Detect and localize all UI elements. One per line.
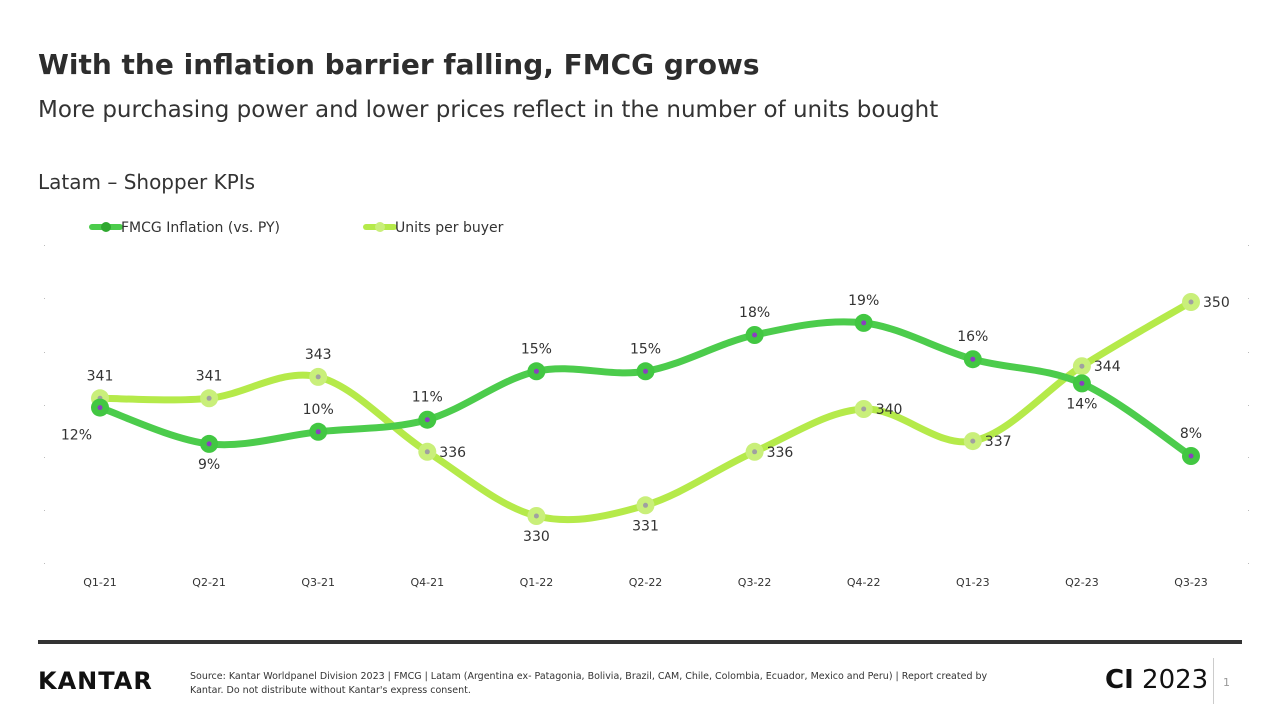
data-point-center — [533, 368, 539, 374]
footer-separator — [1213, 658, 1214, 704]
data-label: 343 — [305, 347, 332, 363]
x-tick-label: Q2-22 — [629, 576, 663, 589]
data-label: 18% — [739, 305, 770, 321]
kantar-logo: KANTAR — [38, 667, 153, 695]
x-tick-label: Q1-23 — [956, 576, 990, 589]
data-label: 15% — [630, 341, 661, 357]
source-note: Source: Kantar Worldpanel Division 2023 … — [190, 671, 988, 696]
left-axis-tick — [44, 298, 45, 299]
data-point-center — [861, 406, 867, 412]
data-point-center — [424, 417, 430, 423]
data-point-center — [1079, 380, 1085, 386]
page-subtitle: More purchasing power and lower prices r… — [38, 97, 939, 123]
data-point-center — [206, 441, 212, 447]
data-point-center — [206, 395, 212, 401]
line-chart: Q1-21 Q2-21 Q3-21 Q4-21 Q1-22 Q2-22 Q3-22 Q4-22… — [44, 220, 1249, 589]
page-title: With the inflation barrier falling, FMCG… — [38, 48, 760, 81]
data-label: 336 — [767, 445, 794, 461]
data-label: 10% — [303, 402, 334, 418]
data-label: 340 — [876, 402, 903, 418]
data-label: 9% — [198, 457, 220, 473]
right-axis-tick — [1248, 245, 1249, 246]
data-label: 331 — [632, 518, 659, 534]
right-axis-tick — [1248, 352, 1249, 353]
legend-marker — [375, 222, 385, 232]
legend-label: Units per buyer — [395, 220, 504, 236]
x-tick-label: Q4-22 — [847, 576, 881, 589]
data-label: 344 — [1094, 359, 1121, 375]
left-axis-tick — [44, 457, 45, 458]
data-point-center — [752, 332, 758, 338]
right-axis-tick — [1248, 298, 1249, 299]
data-label: 19% — [848, 293, 879, 309]
ci-label: CI — [1105, 665, 1134, 695]
data-point-center — [1188, 299, 1194, 305]
page-number: 1 — [1223, 676, 1230, 689]
data-label: 330 — [523, 529, 550, 545]
ci-logo: CI 2023 — [1105, 665, 1208, 695]
series-line-1 — [96, 298, 1195, 524]
x-tick-label: Q2-23 — [1065, 576, 1099, 589]
data-label: 337 — [985, 434, 1012, 450]
data-label: 11% — [412, 390, 443, 406]
right-axis-tick — [1248, 510, 1249, 511]
data-label: 341 — [196, 368, 223, 384]
data-point-center — [533, 513, 539, 519]
data-label: 14% — [1066, 396, 1097, 412]
data-point-center — [643, 502, 648, 508]
data-point-center — [1188, 453, 1194, 459]
data-point-center — [752, 449, 758, 455]
x-tick-label: Q3-21 — [301, 576, 335, 589]
legend-label: FMCG Inflation (vs. PY) — [121, 220, 280, 236]
data-label: 8% — [1180, 426, 1202, 442]
right-axis-tick — [1248, 563, 1249, 564]
left-axis-tick — [44, 245, 45, 246]
left-axis-tick — [44, 352, 45, 353]
x-tick-label: Q1-22 — [520, 576, 554, 589]
legend-marker — [101, 222, 111, 232]
x-tick-label: Q1-21 — [83, 576, 117, 589]
x-tick-label: Q3-23 — [1174, 576, 1208, 589]
data-point-center — [861, 320, 867, 326]
x-tick-label: Q2-21 — [192, 576, 226, 589]
data-label: 350 — [1203, 295, 1230, 311]
ci-year: 2023 — [1142, 665, 1209, 695]
data-point-center — [315, 374, 321, 380]
data-label: 12% — [61, 428, 92, 444]
left-axis-tick — [44, 405, 45, 406]
data-label: 336 — [439, 445, 466, 461]
data-point-center — [315, 429, 321, 435]
data-point-center — [970, 356, 976, 362]
data-label: 16% — [957, 329, 988, 345]
data-point-center — [970, 438, 976, 444]
left-axis-tick — [44, 510, 45, 511]
data-point-center — [97, 405, 103, 411]
x-tick-label: Q4-21 — [410, 576, 444, 589]
left-axis-tick — [44, 563, 45, 564]
data-point-center — [424, 449, 430, 455]
data-point-center — [1079, 363, 1085, 369]
right-axis-tick — [1248, 457, 1249, 458]
data-label: 341 — [87, 368, 114, 384]
x-tick-label: Q3-22 — [738, 576, 772, 589]
data-point-center — [643, 368, 648, 374]
data-label: 15% — [521, 341, 552, 357]
chart-title: Latam – Shopper KPIs — [38, 170, 256, 194]
footer-divider — [38, 640, 1242, 644]
right-axis-tick — [1248, 405, 1249, 406]
